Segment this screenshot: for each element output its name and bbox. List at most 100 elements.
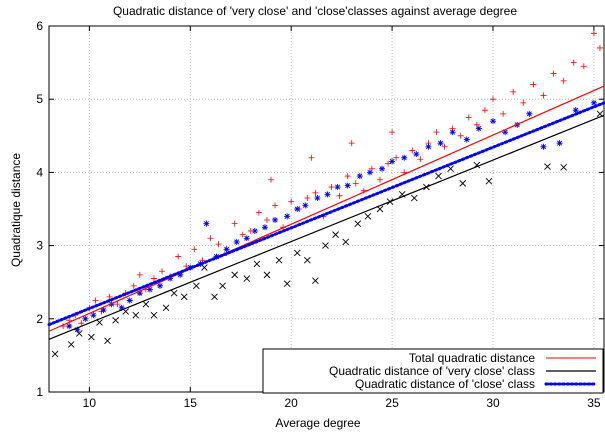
point-close [401,154,408,161]
legend: Total quadratic distance Quadratic dista… [262,348,604,394]
point-total [481,107,488,114]
point-very-close [88,333,95,341]
point-close [590,99,597,106]
point-total [409,147,416,154]
point-close [261,224,268,231]
point-total [465,114,472,121]
point-total [191,246,198,253]
point-close [294,206,301,212]
point-close [146,286,153,293]
point-close [572,107,579,114]
point-very-close [354,220,362,227]
point-total [530,81,537,88]
point-total [348,140,355,147]
point-very-close [312,277,319,285]
point-close [82,315,89,322]
point-total [344,173,351,180]
grid [49,26,604,392]
point-close [502,129,509,136]
point-close [540,143,547,150]
chart-title: Quadratic distance of 'very close' and '… [113,4,517,18]
point-total [570,59,577,66]
x-tick-label: 15 [184,396,198,410]
point-very-close [275,256,283,264]
point-close [177,271,184,278]
fit-lines [47,85,605,340]
point-total [92,297,99,304]
point-total [263,216,270,223]
point-very-close [219,282,226,290]
point-very-close [283,280,291,287]
point-close [379,165,385,172]
point-total [457,132,464,139]
point-total [328,184,335,191]
y-tick-label: 2 [36,312,43,326]
x-tick-label: 35 [587,396,601,410]
point-very-close [293,249,301,257]
point-total [510,88,517,95]
x-tick-label: 25 [385,396,399,410]
point-close [126,297,133,304]
point-total [580,63,587,70]
data-points [51,30,604,358]
point-very-close [96,319,103,326]
point-total [268,176,274,183]
point-close [437,140,444,147]
point-close [167,275,174,282]
point-very-close [447,165,454,173]
point-close [243,235,250,242]
point-close [366,169,373,176]
point-close [100,307,107,314]
point-close [449,129,456,136]
point-very-close [231,271,238,279]
point-close [475,125,482,132]
point-close [344,182,351,189]
point-very-close [104,337,111,345]
point-very-close [67,341,75,348]
y-axis-title: Quadratique distance [9,153,23,267]
point-very-close [170,289,178,297]
point-close [389,158,396,165]
point-close [66,323,73,330]
y-tick-label: 3 [36,239,43,253]
point-close [203,220,210,227]
point-close [324,191,331,198]
point-total [288,198,295,205]
point-total [540,92,547,99]
point-very-close [560,163,567,171]
point-close [490,118,496,125]
point-close [556,140,563,147]
y-tick-label: 5 [36,92,43,106]
point-total [150,275,157,282]
point-very-close [263,271,271,279]
tick-labels: 10 15 20 25 30 35 1 2 3 4 5 6 [36,19,601,410]
point-total [215,241,222,248]
point-close [302,202,309,209]
point-total [417,156,424,163]
point-close [425,143,432,150]
point-close [413,151,420,158]
point-close [233,238,240,245]
legend-label-close: Quadratic distance of 'close' class [355,377,535,391]
legend-label-total: Total quadratic distance [409,351,535,365]
point-very-close [322,242,329,249]
fit-line-close [47,101,605,327]
point-very-close [342,238,349,246]
point-total [500,110,507,117]
point-total [312,189,319,196]
point-very-close [51,350,59,358]
point-very-close [180,293,188,301]
x-tick-label: 10 [83,396,97,410]
point-total [441,143,448,150]
point-total [114,301,121,308]
point-close [157,282,163,289]
point-very-close [459,180,467,187]
point-total [490,96,496,103]
point-very-close [193,282,200,290]
point-total [159,268,166,275]
point-total [376,176,383,183]
point-total [389,129,396,136]
x-axis-title: Average degree [275,416,361,430]
point-close [90,312,97,319]
y-tick-label: 4 [36,165,43,179]
